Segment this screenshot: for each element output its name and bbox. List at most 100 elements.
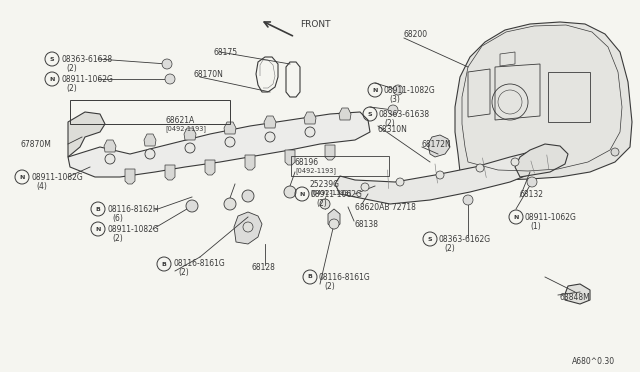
Text: N: N [372,87,378,93]
Circle shape [243,222,253,232]
Text: (2): (2) [324,282,335,291]
Circle shape [162,59,172,69]
Text: 63848M: 63848M [560,294,591,302]
Text: B: B [308,275,312,279]
Text: (2): (2) [66,83,77,93]
Text: 08911-1062G: 08911-1062G [61,74,113,83]
Text: N: N [300,192,305,196]
Text: 08116-8162H: 08116-8162H [107,205,159,214]
Text: N: N [513,215,518,219]
Text: 08911-1082G: 08911-1082G [384,86,436,94]
Text: FRONT: FRONT [300,19,330,29]
Circle shape [527,177,537,187]
Polygon shape [325,145,335,160]
Circle shape [511,158,519,166]
Text: S: S [50,57,54,61]
Polygon shape [205,160,215,175]
Polygon shape [104,140,116,152]
Circle shape [145,149,155,159]
Circle shape [185,143,195,153]
Circle shape [396,178,404,186]
Text: B: B [95,206,100,212]
Polygon shape [125,169,135,184]
Circle shape [284,186,296,198]
Text: (2): (2) [66,64,77,73]
Text: 08363-6162G: 08363-6162G [439,234,491,244]
Circle shape [186,200,198,212]
Polygon shape [68,112,105,157]
Text: (2): (2) [384,119,395,128]
Circle shape [611,148,619,156]
Polygon shape [339,108,351,120]
Polygon shape [304,112,316,124]
Polygon shape [565,284,590,304]
Polygon shape [264,116,276,128]
Polygon shape [428,135,450,157]
Text: (1): (1) [530,221,541,231]
Polygon shape [455,22,632,180]
Text: 68620AB 72718: 68620AB 72718 [355,202,416,212]
Circle shape [165,74,175,84]
Text: 68200: 68200 [404,29,428,38]
Text: 68132: 68132 [520,189,544,199]
Circle shape [105,154,115,164]
Text: S: S [368,112,372,116]
Circle shape [265,132,275,142]
Polygon shape [335,152,540,204]
Circle shape [393,85,403,95]
Text: N: N [19,174,25,180]
Text: (4): (4) [36,182,47,190]
Text: (3): (3) [389,94,400,103]
Circle shape [476,164,484,172]
Text: 08363-61638: 08363-61638 [61,55,112,64]
Text: B: B [161,262,166,266]
Circle shape [224,198,236,210]
Text: 68621A: 68621A [165,115,195,125]
Text: [0492-1193]: [0492-1193] [310,190,351,196]
Text: (2): (2) [178,269,189,278]
Text: 08911-1082G: 08911-1082G [107,224,159,234]
Text: 08363-61638: 08363-61638 [379,109,430,119]
Text: N: N [95,227,100,231]
Circle shape [242,190,254,202]
Text: [0492-1193]: [0492-1193] [165,126,206,132]
Text: 68310N: 68310N [378,125,408,134]
Text: S: S [428,237,432,241]
Text: [0492-1193]: [0492-1193] [295,168,336,174]
Text: N: N [49,77,54,81]
Polygon shape [144,134,156,146]
Polygon shape [224,122,236,134]
Text: 68128: 68128 [252,263,276,272]
Text: 08911-1062G: 08911-1062G [311,189,363,199]
Circle shape [320,199,330,209]
Circle shape [463,195,473,205]
Circle shape [329,219,339,229]
Circle shape [388,105,398,115]
Text: 08116-8161G: 08116-8161G [319,273,371,282]
Text: (2): (2) [112,234,123,243]
Text: 67870M: 67870M [20,140,51,148]
Text: 68196: 68196 [295,157,319,167]
Circle shape [225,137,235,147]
Polygon shape [328,209,340,229]
Polygon shape [285,150,295,165]
Circle shape [305,127,315,137]
Text: 25239G: 25239G [310,180,340,189]
Text: (2): (2) [316,199,327,208]
Text: 08116-8161G: 08116-8161G [173,260,225,269]
Text: 08911-1062G: 08911-1062G [525,212,577,221]
Polygon shape [234,212,262,244]
Circle shape [361,183,369,191]
Polygon shape [184,128,196,140]
Polygon shape [68,112,370,177]
Polygon shape [515,144,568,177]
Text: 68138: 68138 [355,219,379,228]
Polygon shape [165,165,175,180]
Text: 68172N: 68172N [422,140,452,148]
Text: A680^0.30: A680^0.30 [572,357,615,366]
Text: 08911-1082G: 08911-1082G [31,173,83,182]
Circle shape [436,171,444,179]
Text: (2): (2) [444,244,455,253]
Polygon shape [245,155,255,170]
Text: 68170N: 68170N [193,70,223,78]
